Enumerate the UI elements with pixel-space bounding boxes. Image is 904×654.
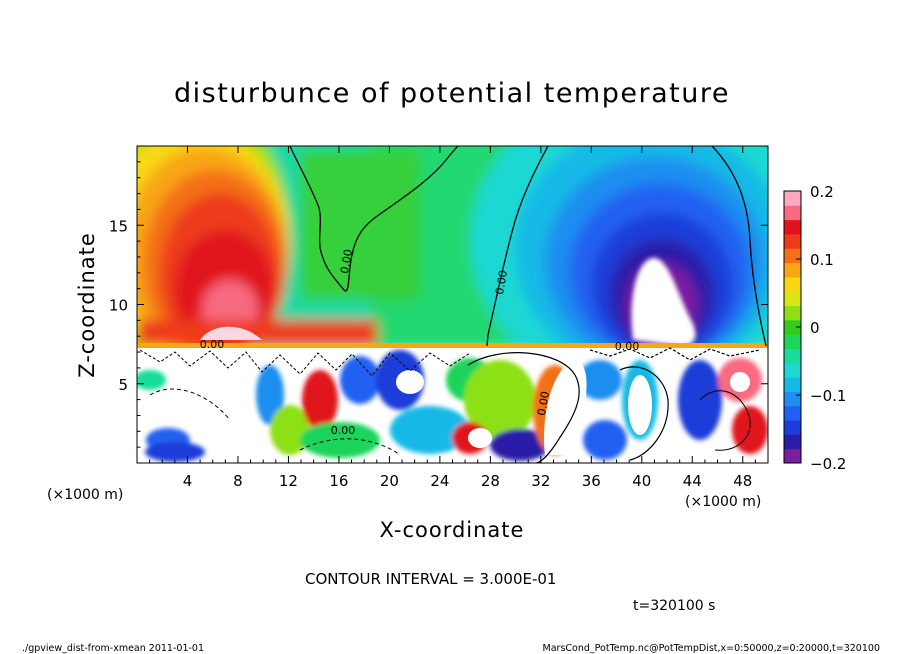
colorbar-segment xyxy=(784,248,801,264)
contour-label: 0.00 xyxy=(493,269,510,295)
colorbar-segment xyxy=(784,420,801,435)
colorbar-tick-label: 0.1 xyxy=(810,251,834,269)
x-axis-label: X-coordinate xyxy=(380,518,525,542)
footer-right: MarsCond_PotTemp.nc@PotTempDist,x=0:5000… xyxy=(543,643,880,654)
x-axis: 4 8 12 16 20 24 28 32 36 40 44 48 xyxy=(149,146,756,490)
colorbar-segment xyxy=(784,391,801,407)
colorbar-segment xyxy=(784,205,801,221)
colorbar-segment xyxy=(784,219,801,235)
colorbar-segment xyxy=(784,377,801,392)
colorbar-ticks: 0.2 0.1 0 −0.1 −0.2 xyxy=(796,183,846,473)
contour-label: 0.00 xyxy=(615,340,640,353)
x-tick-label: 20 xyxy=(380,472,399,490)
colorbar-tick-label: −0.2 xyxy=(810,455,846,473)
colorbar-tick-label: 0.2 xyxy=(810,183,834,201)
chart-title: disturbunce of potential temperature xyxy=(174,78,730,109)
x-tick-label: 28 xyxy=(481,472,500,490)
colorbar-segment xyxy=(784,434,801,450)
x-tick-label: 40 xyxy=(632,472,651,490)
contour-label: 0.00 xyxy=(200,338,225,351)
colorbar-segment xyxy=(784,262,801,278)
footer-left: ./gpview_dist-from-xmean 2011-01-01 xyxy=(22,643,204,654)
y-tick-label: 15 xyxy=(109,217,128,235)
colorbar-segment xyxy=(784,291,801,307)
colorbar-segment xyxy=(784,319,801,335)
colorbar-segment xyxy=(784,405,801,421)
contour-labels: 0.00 0.00 0.00 0.00 0.00 0.00 xyxy=(200,248,640,437)
colorbar-segment xyxy=(784,348,801,364)
x-tick-label: 48 xyxy=(733,472,752,490)
x-tick-label: 8 xyxy=(233,472,243,490)
y-axis-label: Z-coordinate xyxy=(75,232,99,378)
x-tick-label: 32 xyxy=(531,472,550,490)
colorbar-segment xyxy=(784,191,801,206)
y-axis: 5 10 15 xyxy=(109,161,768,448)
colorbar-segment xyxy=(784,276,801,292)
x-tick-label: 4 xyxy=(183,472,193,490)
colorbar-segment xyxy=(784,233,801,249)
contour-label: 0.00 xyxy=(535,390,552,416)
colorbar-segment xyxy=(784,334,801,349)
contour-interval-text: CONTOUR INTERVAL = 3.000E-01 xyxy=(305,570,556,588)
colorbar-tick-label: 0 xyxy=(810,319,820,337)
colorbar-segment xyxy=(784,362,801,378)
x-unit-note-right: (×1000 m) xyxy=(685,494,761,510)
y-tick-label: 10 xyxy=(109,297,128,315)
heatmap-field xyxy=(137,146,768,463)
x-tick-label: 36 xyxy=(582,472,601,490)
y-tick-label: 5 xyxy=(118,376,128,394)
x-tick-label: 44 xyxy=(683,472,702,490)
colorbar xyxy=(784,191,801,464)
colorbar-segment xyxy=(784,305,801,321)
colorbar-tick-label: −0.1 xyxy=(810,387,846,405)
time-text: t=320100 s xyxy=(633,598,715,614)
x-tick-label: 24 xyxy=(430,472,449,490)
colorbar-segment xyxy=(784,448,801,464)
contour-label: 0.00 xyxy=(338,248,355,274)
x-unit-note-left: (×1000 m) xyxy=(47,487,123,503)
x-tick-label: 12 xyxy=(279,472,298,490)
contour-label: 0.00 xyxy=(331,424,356,437)
x-tick-label: 16 xyxy=(329,472,348,490)
